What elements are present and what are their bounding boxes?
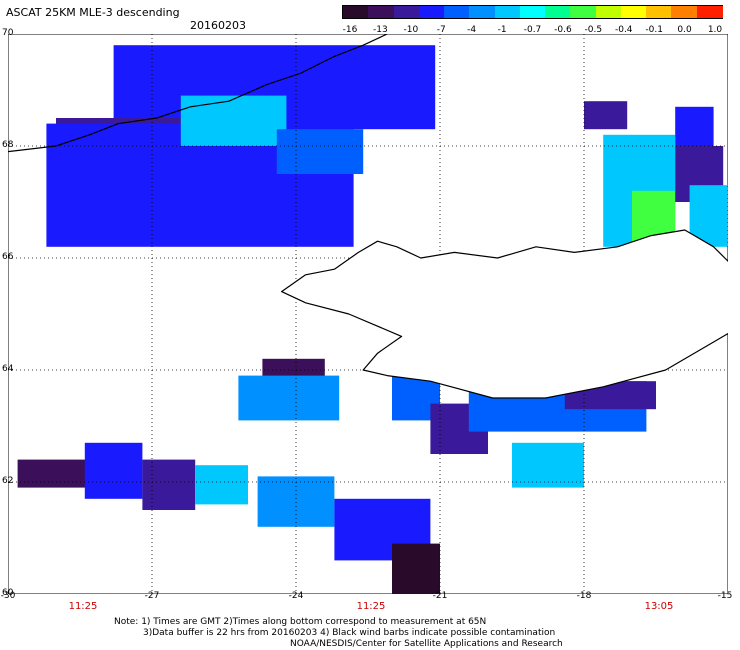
map-plot-area bbox=[8, 34, 728, 594]
color-scale-segment bbox=[418, 6, 446, 18]
latitude-tick-label: 66 bbox=[2, 252, 14, 262]
overpass-time-label: 11:25 bbox=[68, 601, 98, 612]
latitude-tick-label: 64 bbox=[2, 364, 14, 374]
greenland-coastline bbox=[8, 34, 388, 153]
color-scale-label: 0.0 bbox=[677, 25, 692, 35]
color-scale-label: -0.4 bbox=[614, 25, 633, 35]
longitude-tick-label: -21 bbox=[432, 591, 448, 601]
longitude-tick-label: -24 bbox=[288, 591, 304, 601]
note-line-2: 3)Data buffer is 22 hrs from 20160203 4)… bbox=[143, 628, 556, 638]
wind-swath-cell bbox=[257, 476, 335, 527]
wind-swath-cell bbox=[180, 95, 287, 146]
color-scale-segment bbox=[368, 6, 395, 18]
latitude-tick-label: 62 bbox=[2, 476, 14, 486]
overpass-time-label: 13:05 bbox=[644, 601, 674, 612]
wind-swath-cell bbox=[675, 106, 714, 146]
color-scale-label: -4 bbox=[467, 25, 477, 35]
longitude-tick-label: -27 bbox=[144, 591, 160, 601]
wind-swath-cell bbox=[392, 543, 440, 594]
latitude-tick-label: 68 bbox=[2, 140, 14, 150]
color-scale-label: -10 bbox=[403, 25, 419, 35]
map-title: ASCAT 25KM MLE-3 descending bbox=[6, 6, 180, 19]
longitude-tick-label: -18 bbox=[576, 591, 592, 601]
wind-swath-cell bbox=[276, 129, 364, 174]
color-scale-segment bbox=[469, 6, 496, 18]
color-scale-bar bbox=[342, 5, 724, 19]
color-scale-label: -0.6 bbox=[554, 25, 572, 35]
overpass-time-label: 11:25 bbox=[356, 601, 386, 612]
color-scale-segment bbox=[620, 6, 648, 18]
color-scale-segment bbox=[696, 6, 724, 18]
color-scale-segment bbox=[595, 6, 623, 18]
iceland-coastline bbox=[281, 229, 728, 399]
color-scale-label: -7 bbox=[436, 25, 446, 35]
color-scale-label: -0.1 bbox=[645, 25, 663, 35]
color-scale-segment bbox=[519, 6, 547, 18]
wind-swath-cell bbox=[238, 375, 340, 421]
wind-swath-cell bbox=[512, 442, 584, 488]
color-scale-segment bbox=[494, 6, 521, 18]
color-scale-segment bbox=[444, 6, 471, 18]
note-line-1: Note: 1) Times are GMT 2)Times along bot… bbox=[114, 617, 487, 627]
color-scale-segment bbox=[343, 6, 370, 18]
coastline-layer bbox=[8, 34, 728, 399]
wind-swath-cell bbox=[142, 459, 196, 510]
latitude-tick-label: 70 bbox=[2, 28, 14, 38]
color-scale-label: -16 bbox=[342, 25, 358, 35]
color-scale-label: -1 bbox=[497, 25, 507, 35]
wind-swath-layer bbox=[17, 45, 728, 594]
color-scale-segment bbox=[570, 6, 597, 18]
longitude-tick-label: -30 bbox=[0, 591, 16, 601]
color-scale-label: -13 bbox=[373, 25, 388, 35]
wind-swath-cell bbox=[195, 465, 248, 505]
color-scale-label: 1.0 bbox=[707, 25, 723, 35]
wind-swath-cell bbox=[584, 101, 628, 130]
color-scale-segment bbox=[393, 6, 420, 18]
longitude-tick-label: -15 bbox=[717, 591, 733, 601]
latitude-tick-label: 60 bbox=[2, 588, 14, 598]
color-scale-label: -0.7 bbox=[523, 25, 542, 35]
note-line-3: NOAA/NESDIS/Center for Satellite Applica… bbox=[290, 639, 563, 649]
color-scale-segment bbox=[671, 6, 698, 18]
color-scale-segment bbox=[545, 6, 572, 18]
wind-swath-cell bbox=[84, 442, 143, 499]
map-date: 20160203 bbox=[190, 19, 246, 32]
color-scale-segment bbox=[646, 6, 673, 18]
color-scale-label: -0.5 bbox=[584, 25, 603, 35]
